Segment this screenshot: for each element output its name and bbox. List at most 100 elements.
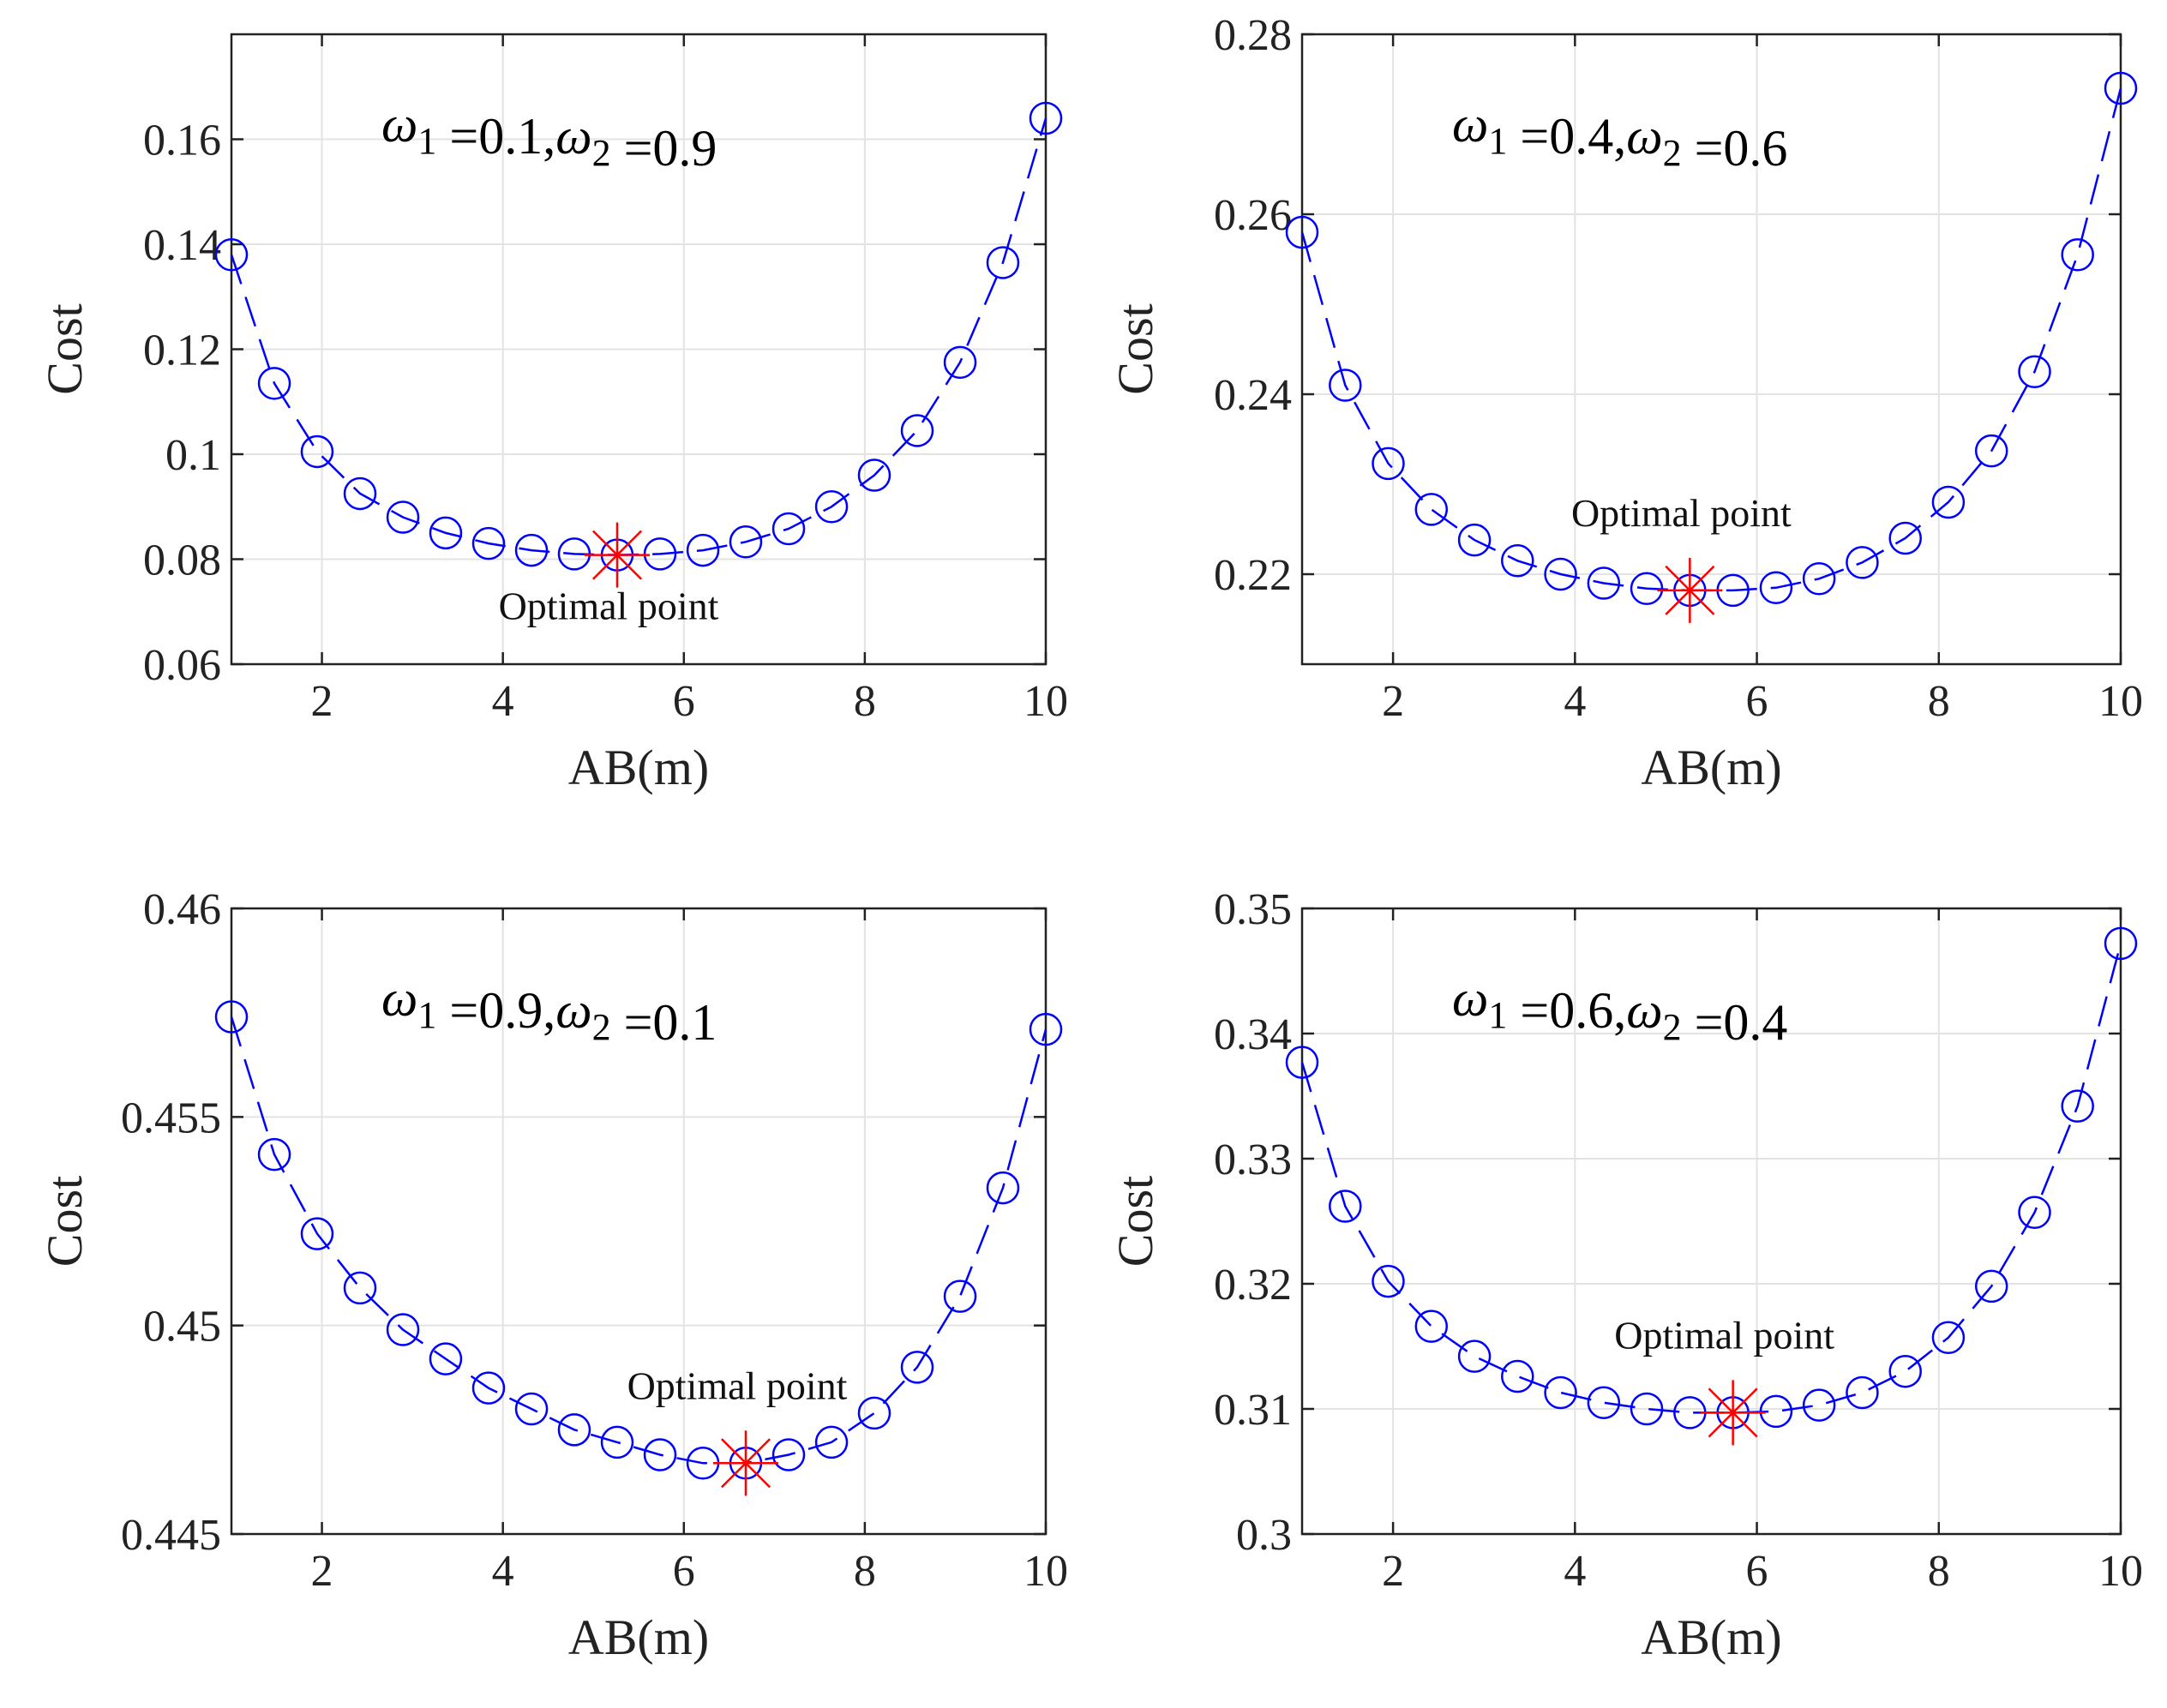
- data-point-marker: [257, 1137, 291, 1172]
- optimal-point-marker: [584, 522, 650, 588]
- data-point-marker: [471, 1371, 506, 1405]
- data-point-marker: [900, 414, 934, 447]
- data-point-marker: [1457, 523, 1492, 557]
- y-tick-label: 0.32: [1214, 1261, 1292, 1309]
- data-point-marker: [1630, 572, 1664, 606]
- data-point-marker: [2104, 926, 2138, 961]
- data-point-marker: [900, 1351, 934, 1384]
- data-point-marker: [2104, 71, 2138, 105]
- data-point-marker: [1931, 485, 1966, 519]
- data-point-marker: [386, 1313, 420, 1346]
- data-point-marker: [1029, 101, 1063, 135]
- data-point-marker: [386, 500, 420, 534]
- y-tick-label: 0.31: [1214, 1386, 1292, 1435]
- data-point-marker: [1285, 1046, 1319, 1079]
- chart-panel-3: 2 4 6 8 10 0.445 0.45 0.455 0.46 AB(m) Cost Optimal…: [0, 857, 1084, 1708]
- data-point-marker: [1329, 369, 1362, 402]
- x-tick-label: 2: [311, 1547, 333, 1596]
- x-tick-label: 8: [1928, 677, 1950, 726]
- data-point-marker: [429, 1342, 463, 1375]
- chart-title: ω1 =0.9,ω2 =0.1: [381, 970, 717, 1051]
- x-tick-label: 8: [854, 677, 876, 726]
- data-point-marker: [686, 533, 720, 567]
- data-point-marker: [471, 526, 506, 560]
- data-point-marker: [857, 458, 891, 492]
- data-point-marker: [1888, 521, 1922, 555]
- plot-frame: [1300, 33, 2122, 666]
- chart-1-svg: 2 4 6 8 10 0.06 0.08 0.1 0.12 0.14 0.16 AB(m) Cost Op…: [37, 33, 1068, 795]
- data-point-marker: [1285, 215, 1319, 249]
- x-tick-label: 2: [1382, 1547, 1404, 1596]
- data-point-marker: [214, 1000, 249, 1034]
- y-tick-label: 0.24: [1214, 371, 1292, 420]
- optimal-point-marker: [712, 1430, 778, 1496]
- data-point-marker: [1414, 1309, 1449, 1343]
- y-tick-label: 0.12: [143, 327, 221, 375]
- data-point-marker: [1931, 1321, 1966, 1355]
- data-point-marker: [1759, 1394, 1793, 1429]
- x-axis-label: AB(m): [1641, 740, 1781, 795]
- data-point-marker: [600, 1425, 634, 1459]
- optimal-point-marker: [1700, 1380, 1766, 1446]
- optimal-point-label: Optimal point: [1614, 1313, 1834, 1357]
- y-tick-label: 0.46: [143, 885, 221, 934]
- y-tick-label: 0.16: [143, 117, 221, 165]
- x-tick-label: 6: [673, 677, 695, 726]
- y-tick-label: 0.1: [165, 431, 221, 480]
- chart-panel-4: 2 4 6 8 10 0.3 0.31 0.32 0.33 0.34 0.35 AB(m) Cost Op…: [1084, 857, 2167, 1708]
- x-tick-label: 4: [492, 677, 514, 726]
- y-axis-label: Cost: [37, 303, 93, 394]
- data-point-marker: [1846, 1375, 1879, 1410]
- data-point-marker: [2061, 238, 2094, 272]
- data-point-marker: [943, 345, 977, 380]
- y-tick-label: 0.22: [1214, 551, 1292, 600]
- data-point-marker: [1587, 566, 1621, 600]
- chart-title: ω1 =0.4,ω2 =0.6: [1452, 96, 1787, 177]
- x-tick-label: 6: [1746, 1547, 1768, 1596]
- data-point-marker: [857, 1396, 891, 1430]
- y-tick-label: 0.33: [1214, 1136, 1292, 1184]
- data-point-marker: [1329, 1190, 1362, 1223]
- optimal-point-label: Optimal point: [627, 1363, 848, 1407]
- x-tick-label: 4: [1564, 1547, 1586, 1596]
- data-point-marker: [1587, 1386, 1621, 1419]
- data-point-marker: [986, 246, 1020, 279]
- data-point-marker: [2061, 1089, 2094, 1123]
- x-tick-label: 6: [1746, 677, 1768, 726]
- y-tick-label: 0.455: [121, 1094, 221, 1142]
- plot-frame: [1300, 907, 2122, 1536]
- data-point-marker: [1501, 544, 1534, 578]
- x-tick-label: 2: [311, 677, 333, 726]
- data-point-marker: [1888, 1354, 1922, 1388]
- chart-3-svg: 2 4 6 8 10 0.445 0.45 0.455 0.46 AB(m) Cost Optimal…: [37, 885, 1068, 1665]
- data-point-marker: [771, 512, 806, 546]
- x-tick-label: 4: [492, 1547, 514, 1596]
- x-tick-label: 10: [1023, 1547, 1068, 1596]
- plot-frame: [230, 907, 1047, 1536]
- y-axis-label: Cost: [1108, 1176, 1163, 1267]
- data-point-marker: [514, 533, 549, 567]
- x-tick-label: 10: [2098, 677, 2143, 726]
- y-axis-label: Cost: [1108, 303, 1163, 394]
- x-tick-label: 10: [1023, 677, 1068, 726]
- data-point-marker: [429, 516, 463, 550]
- chart-panel-2: 2 4 6 8 10 0.22 0.24 0.26 0.28 AB(m) Cost Optimal p…: [1084, 0, 2167, 848]
- chart-2-svg: 2 4 6 8 10 0.22 0.24 0.26 0.28 AB(m) Cost Optimal p…: [1108, 11, 2143, 795]
- y-tick-label: 0.35: [1214, 885, 1292, 934]
- chart-title: ω1 =0.1,ω2 =0.9: [381, 96, 717, 177]
- data-point-marker: [2018, 1196, 2051, 1230]
- series-line: [230, 117, 1047, 556]
- x-tick-label: 4: [1564, 677, 1586, 726]
- data-point-marker: [1802, 1388, 1836, 1422]
- data-point-marker: [943, 1280, 977, 1313]
- data-point-marker: [1544, 557, 1577, 591]
- x-axis-label: AB(m): [1641, 1609, 1781, 1665]
- data-point-marker: [2018, 355, 2051, 388]
- y-tick-label: 0.26: [1214, 191, 1292, 240]
- data-point-marker: [300, 1217, 334, 1250]
- data-point-marker: [1802, 562, 1836, 596]
- y-tick-label: 0.14: [143, 221, 221, 270]
- data-point-marker: [214, 238, 249, 272]
- x-tick-label: 8: [854, 1547, 876, 1596]
- optimal-point-label: Optimal point: [499, 584, 719, 628]
